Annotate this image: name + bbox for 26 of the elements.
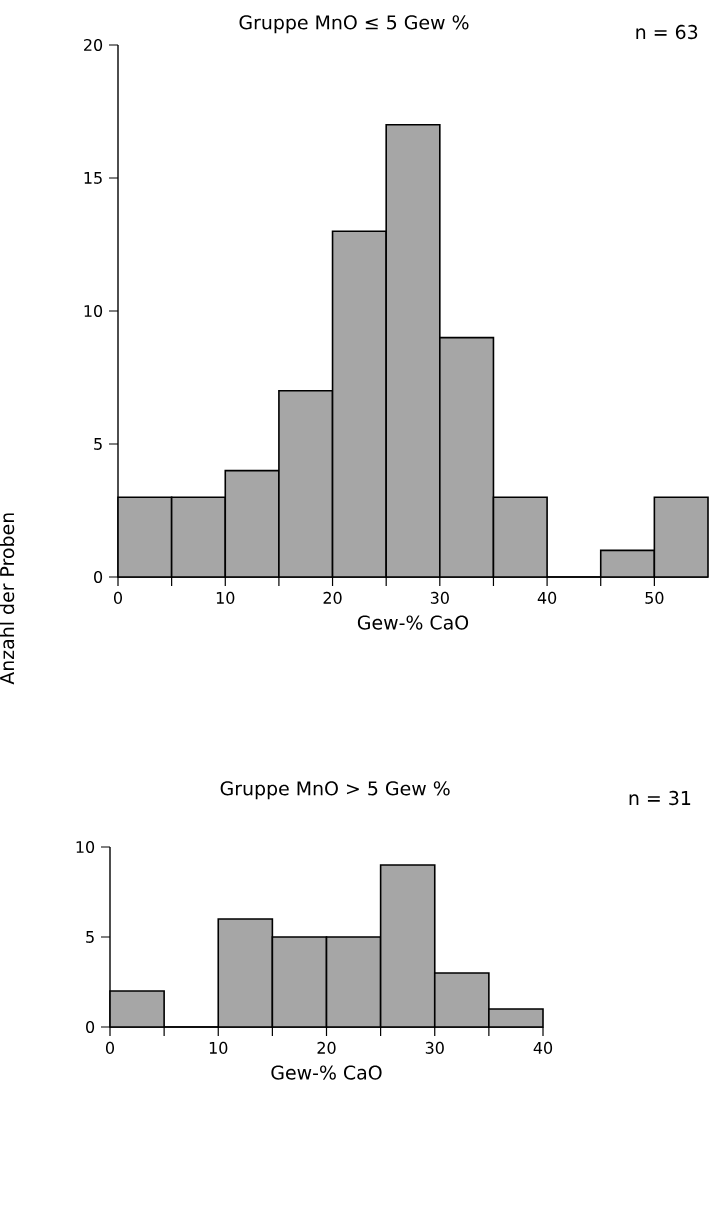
y-tick-label: 20 [84,38,103,52]
y-tick-label: 0 [86,1020,95,1034]
y-tick-label: 5 [86,931,94,943]
y-tick-label: 15 [84,172,102,184]
x-tick-label: 20 [317,1041,336,1054]
x-tick-label: 40 [537,591,557,604]
x-axis-title: Gew-% CaO [271,1065,382,1080]
text: n = 31 [629,790,691,806]
y-tick-label: 0 [94,570,103,584]
text: n = 63 [636,24,698,40]
chart-title: Gruppe MnO > 5 Gew % [220,781,450,800]
x-tick-label: 10 [209,1041,228,1054]
x-tick-label: 30 [430,591,449,604]
y-tick-label: 10 [84,304,103,318]
chart-title: Gruppe MnO ≤ 5 Gew % [239,15,469,34]
x-tick-label: 30 [425,1041,444,1054]
x-tick-label: 40 [533,1041,553,1054]
x-tick-label: 0 [113,591,123,604]
x-tick-label: 10 [216,591,235,604]
x-tick-label: 0 [105,1041,115,1054]
x-axis-title: Gew-% CaO [357,615,469,630]
x-tick-label: 50 [645,591,664,604]
x-tick-label: 20 [323,591,342,604]
y-tick-label: 10 [76,840,95,854]
y-axis-title: Anzahl der Proben [0,513,15,685]
y-tick-label: 5 [94,438,102,450]
